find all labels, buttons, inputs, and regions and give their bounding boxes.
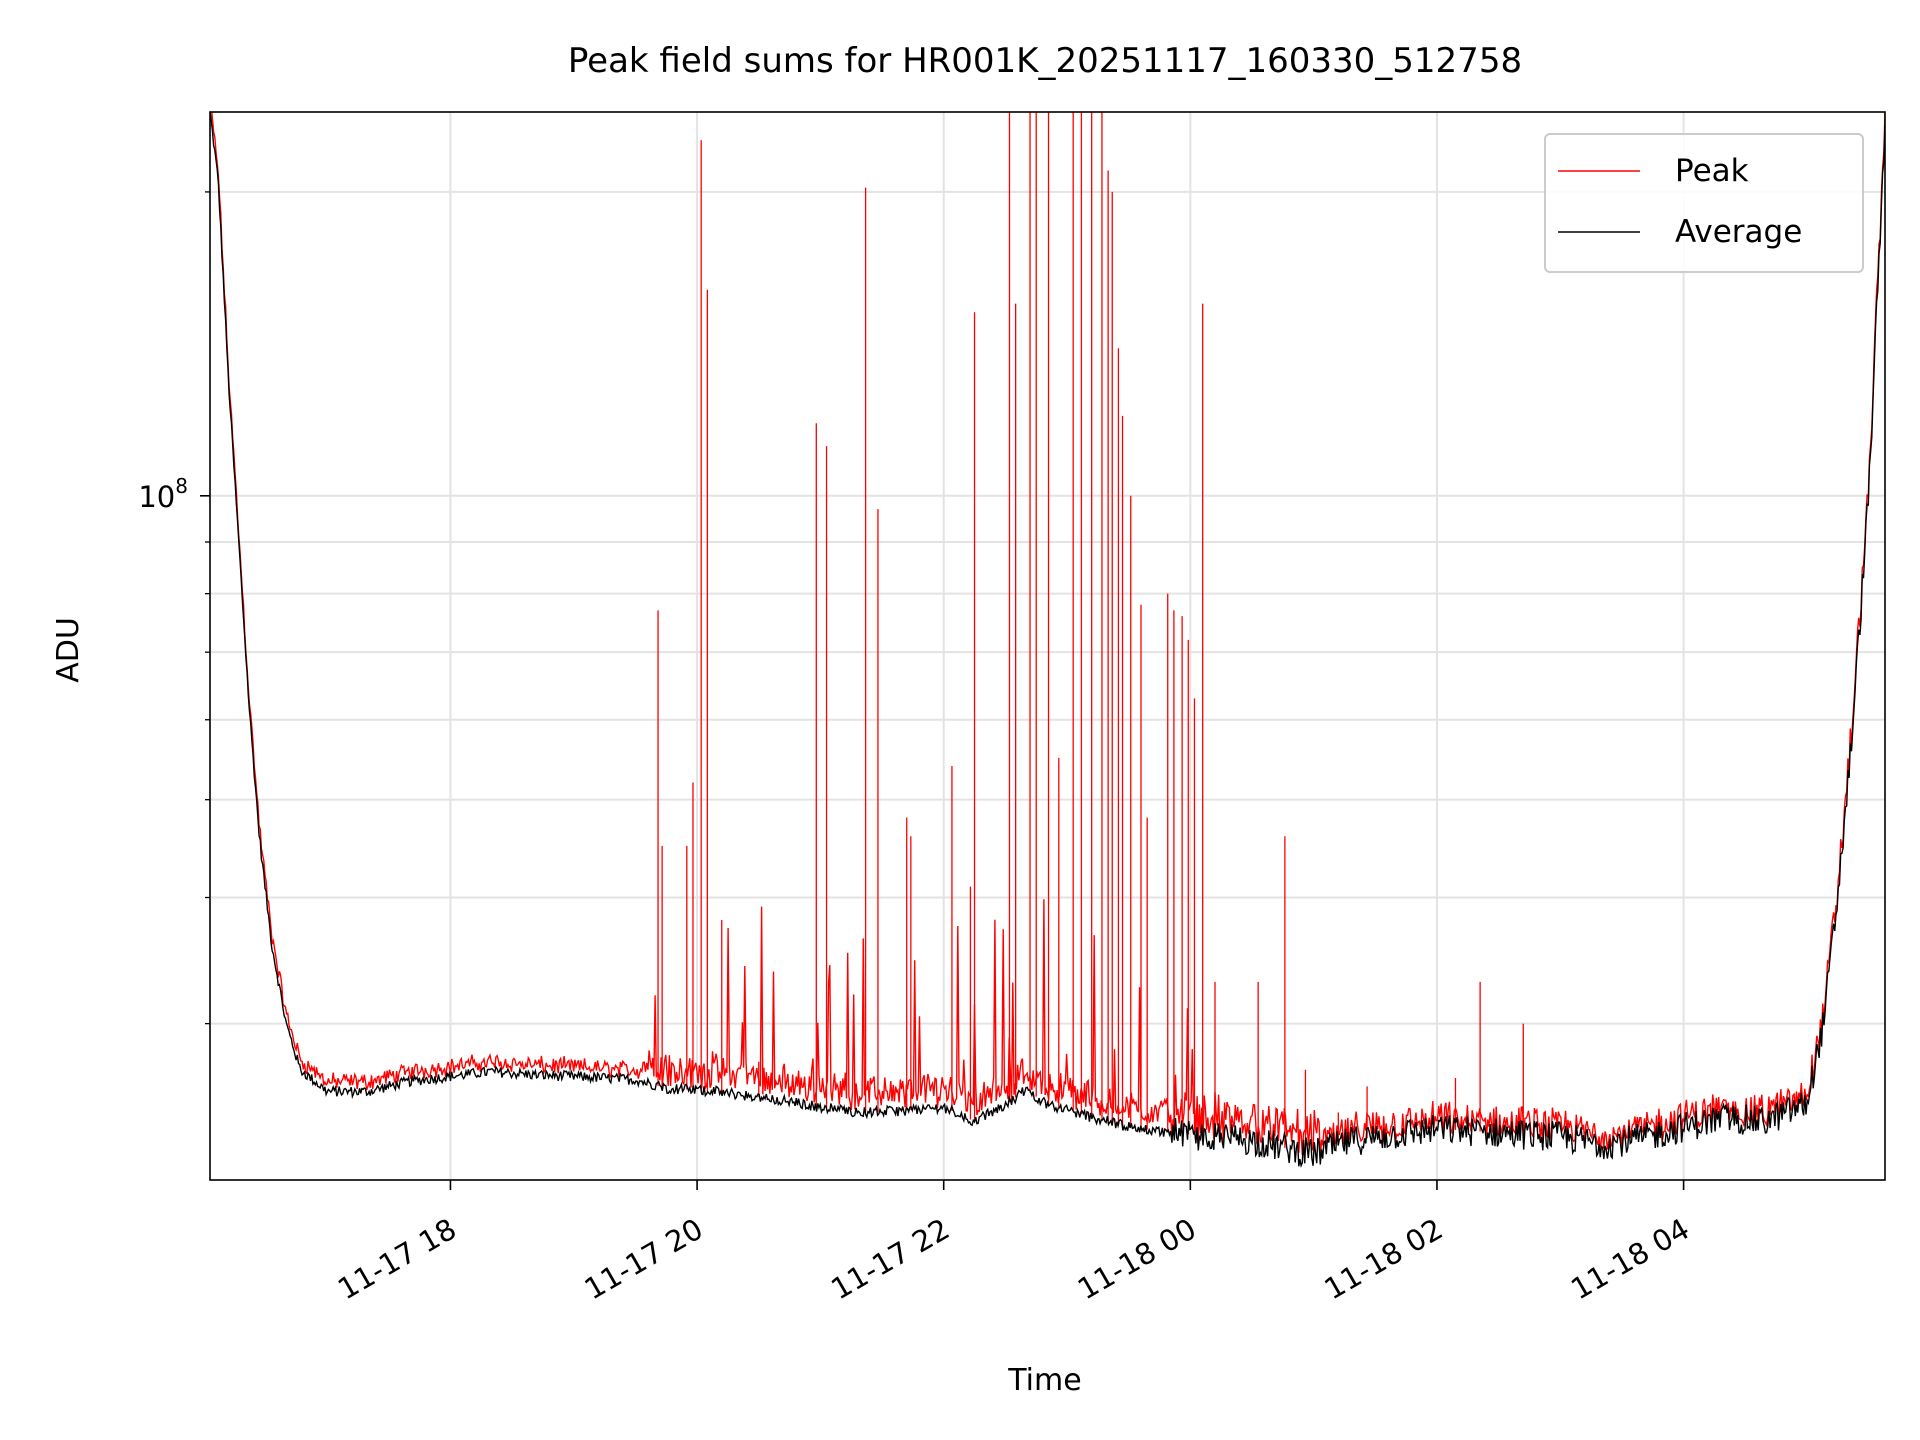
x-tick-label: 11-17 20 bbox=[579, 1212, 709, 1307]
plot-frame bbox=[209, 111, 1886, 1181]
chart-title: Peak field sums for HR001K_20251117_1603… bbox=[568, 41, 1522, 81]
legend-average-label: Average bbox=[1675, 214, 1802, 250]
axis-ticks: 11-17 18 11-17 20 11-17 22 11-18 00 11-18 02… bbox=[138, 191, 1695, 1307]
peak-series-line bbox=[211, 112, 1885, 1160]
x-tick-label: 11-17 18 bbox=[332, 1212, 462, 1307]
y-axis-label: ADU bbox=[51, 617, 86, 683]
y-tick-label: 108 bbox=[138, 474, 188, 514]
x-tick-label: 11-18 02 bbox=[1319, 1212, 1449, 1307]
average-series-line bbox=[210, 112, 1885, 1169]
x-tick-label: 11-18 00 bbox=[1072, 1212, 1202, 1307]
legend: Peak Average bbox=[1544, 133, 1864, 273]
x-tick-label: 11-17 22 bbox=[825, 1212, 955, 1307]
x-axis-label: Time bbox=[1007, 1363, 1081, 1398]
series-layer bbox=[210, 112, 1885, 1169]
legend-peak-label: Peak bbox=[1675, 153, 1749, 189]
x-tick-label: 11-18 04 bbox=[1565, 1212, 1695, 1307]
legend-box bbox=[1544, 133, 1864, 273]
